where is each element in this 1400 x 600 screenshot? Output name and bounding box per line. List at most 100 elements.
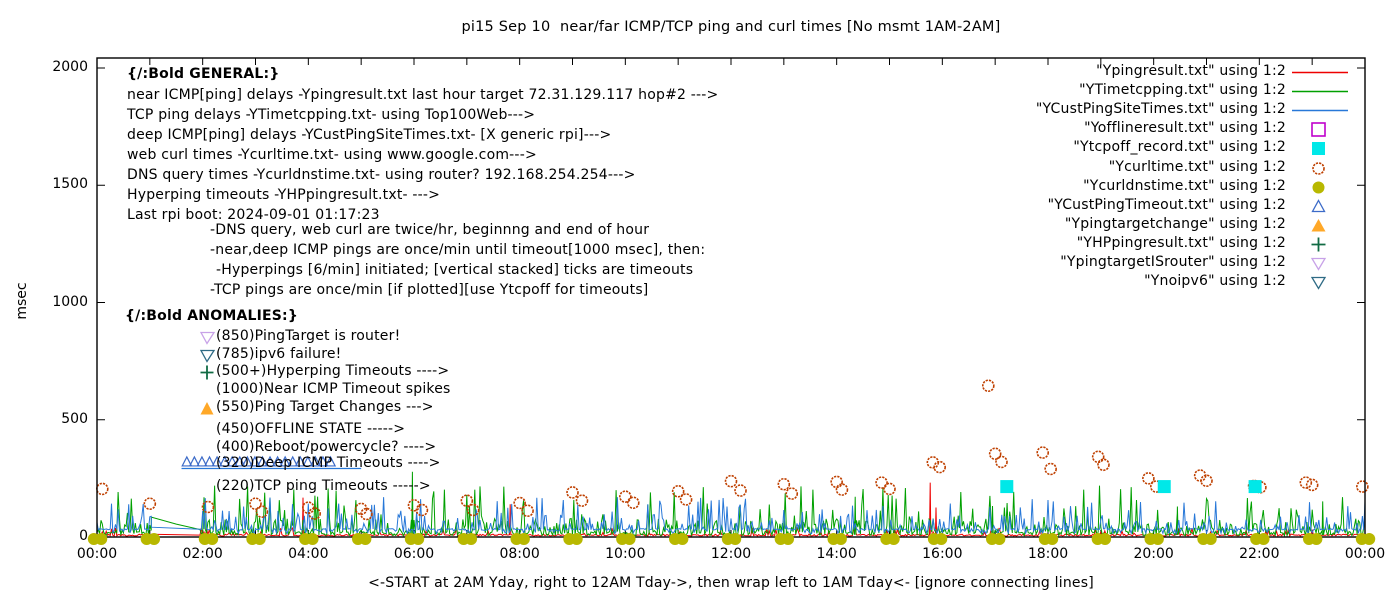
legend-label: "YpingtargetISrouter" using 1:2 xyxy=(1060,254,1286,270)
circle-outline-icon xyxy=(1312,161,1325,175)
legend-row: "Ypingtargetchange" using 1:2 xyxy=(0,216,1400,235)
dns-time-point xyxy=(1151,533,1164,545)
legend-label: "YHPpingresult.txt" using 1:2 xyxy=(1076,234,1286,251)
deep-icmp-timeout-point xyxy=(188,455,200,467)
dns-time-point xyxy=(1257,533,1270,545)
curl-time-point xyxy=(255,505,269,518)
legend-swatch xyxy=(1290,102,1350,119)
x-tick-label: 12:00 xyxy=(710,546,752,562)
deep-icmp-timeout-point xyxy=(226,455,238,467)
general-note-line: -near,deep ICMP pings are once/min until… xyxy=(210,242,706,258)
curl-time-point xyxy=(679,493,693,506)
dot-icon xyxy=(1312,181,1325,194)
curl-time-point xyxy=(513,496,526,510)
anomaly-line: (400)Reboot/powercycle? ----> xyxy=(216,439,437,455)
dns-time-point xyxy=(1204,533,1217,545)
curl-time-point xyxy=(201,500,215,514)
x-tick-label: 16:00 xyxy=(922,546,963,562)
legend-row: "Ycurltime.txt" using 1:2 xyxy=(0,159,1400,178)
x-tick-label: 18:00 xyxy=(1027,546,1069,562)
curl-time-point xyxy=(777,477,791,491)
curl-time-point xyxy=(1091,450,1105,464)
curl-time-point xyxy=(995,455,1008,469)
dns-time-point xyxy=(993,533,1006,545)
curl-time-point xyxy=(95,482,109,496)
deep-icmp-timeout-point xyxy=(302,455,314,467)
curl-time-point xyxy=(143,497,157,511)
legend-label: "YTimetcpping.txt" using 1:2 xyxy=(1079,82,1286,99)
dns-time-point xyxy=(782,533,795,545)
curl-time-point xyxy=(926,456,940,469)
x-axis-caption: <-START at 2AM Yday, right to 12AM Tday-… xyxy=(368,575,1094,591)
dns-time-point xyxy=(1363,533,1376,545)
tcp-timeout-point xyxy=(1248,480,1262,494)
dns-time-point xyxy=(95,533,108,545)
dns-time-point xyxy=(148,533,161,545)
anomaly-marker xyxy=(198,329,216,345)
dns-time-point xyxy=(306,533,319,545)
curl-time-point xyxy=(734,484,747,497)
deep-icmp-timeout-point xyxy=(287,455,299,467)
general-line: near ICMP[ping] delays -Ypingresult.txt … xyxy=(127,87,719,103)
curl-time-point xyxy=(1142,472,1155,485)
legend-row: "YHPpingresult.txt" using 1:2 xyxy=(0,235,1400,254)
y-tick-label: 2000 xyxy=(52,59,88,75)
curl-time-point xyxy=(619,490,632,503)
x-tick-label: 06:00 xyxy=(393,546,435,562)
x-tick-label: 00:00 xyxy=(76,546,118,562)
anomaly-line: (320)Deep ICMP Timeouts ----> xyxy=(216,455,441,471)
anomaly-marker xyxy=(198,479,233,495)
curl-time-point xyxy=(575,494,589,507)
curl-time-point xyxy=(308,507,321,520)
dns-time-point xyxy=(1310,533,1323,545)
curl-time-point xyxy=(1097,458,1110,472)
deep-icmp-timeout-point xyxy=(309,455,321,467)
general-line: DNS query times -Ycurldnstime.txt- using… xyxy=(127,167,636,183)
dns-time-point xyxy=(623,533,636,545)
curl-time-point xyxy=(671,484,685,498)
deep-icmp-timeout-point xyxy=(241,455,253,467)
legend-label: "Ynoipv6" using 1:2 xyxy=(1144,273,1286,290)
legend-row: "YTimetcpping.txt" using 1:2 xyxy=(0,82,1400,101)
curl-time-point xyxy=(883,482,896,496)
dns-time-point xyxy=(1099,533,1112,545)
deep-icmp-timeout-point xyxy=(264,455,276,467)
plus-icon xyxy=(1311,237,1326,252)
deep-icmp-timeout-point xyxy=(294,455,306,467)
curl-time-point xyxy=(785,487,799,500)
triangle-up-fill-icon xyxy=(1311,218,1326,232)
curl-time-point xyxy=(1305,478,1319,492)
curl-time-point xyxy=(1036,446,1050,459)
deep-icmp-timeout-point xyxy=(181,455,193,467)
general-note-line: -DNS query, web curl are twice/hr, begin… xyxy=(210,222,650,238)
curl-time-point xyxy=(626,496,640,510)
triangle-down-outline-icon xyxy=(1310,276,1327,290)
triangle-down-outline-icon xyxy=(199,331,216,345)
tcp-timeout-point xyxy=(1157,480,1171,494)
y-tick-label: 1000 xyxy=(52,293,88,310)
x-tick-label: 02:00 xyxy=(182,546,223,562)
curl-time-point xyxy=(1200,474,1213,488)
legend-swatch xyxy=(1290,64,1350,81)
legend-swatch xyxy=(1290,198,1350,215)
legend-swatch xyxy=(1290,121,1350,138)
dns-time-point xyxy=(935,533,948,545)
legend-swatch xyxy=(1290,179,1350,196)
deep-icmp-timeout-point xyxy=(203,455,216,467)
square-outline-icon xyxy=(1311,122,1326,138)
legend-swatch xyxy=(1290,236,1350,253)
anomaly-line: (850)PingTarget is router! xyxy=(216,328,401,344)
dns-time-point xyxy=(834,533,847,545)
curl-time-point xyxy=(1044,462,1057,476)
curl-time-point xyxy=(566,486,579,499)
triangle-down-outline-icon xyxy=(199,349,216,363)
legend-label: "Ytcpoff_record.txt" using 1:2 xyxy=(1073,139,1286,156)
anomaly-line: (785)ipv6 failure! xyxy=(216,346,342,362)
y-tick-label: 1500 xyxy=(52,176,88,193)
legend-swatch xyxy=(1290,83,1350,100)
legend-row: "YCustPingSiteTimes.txt" using 1:2 xyxy=(0,101,1400,120)
legend-row: "YCustPingTimeout.txt" using 1:2 xyxy=(0,197,1400,216)
deep-icmp-timeout-point xyxy=(196,455,208,467)
dns-time-point xyxy=(465,533,478,545)
